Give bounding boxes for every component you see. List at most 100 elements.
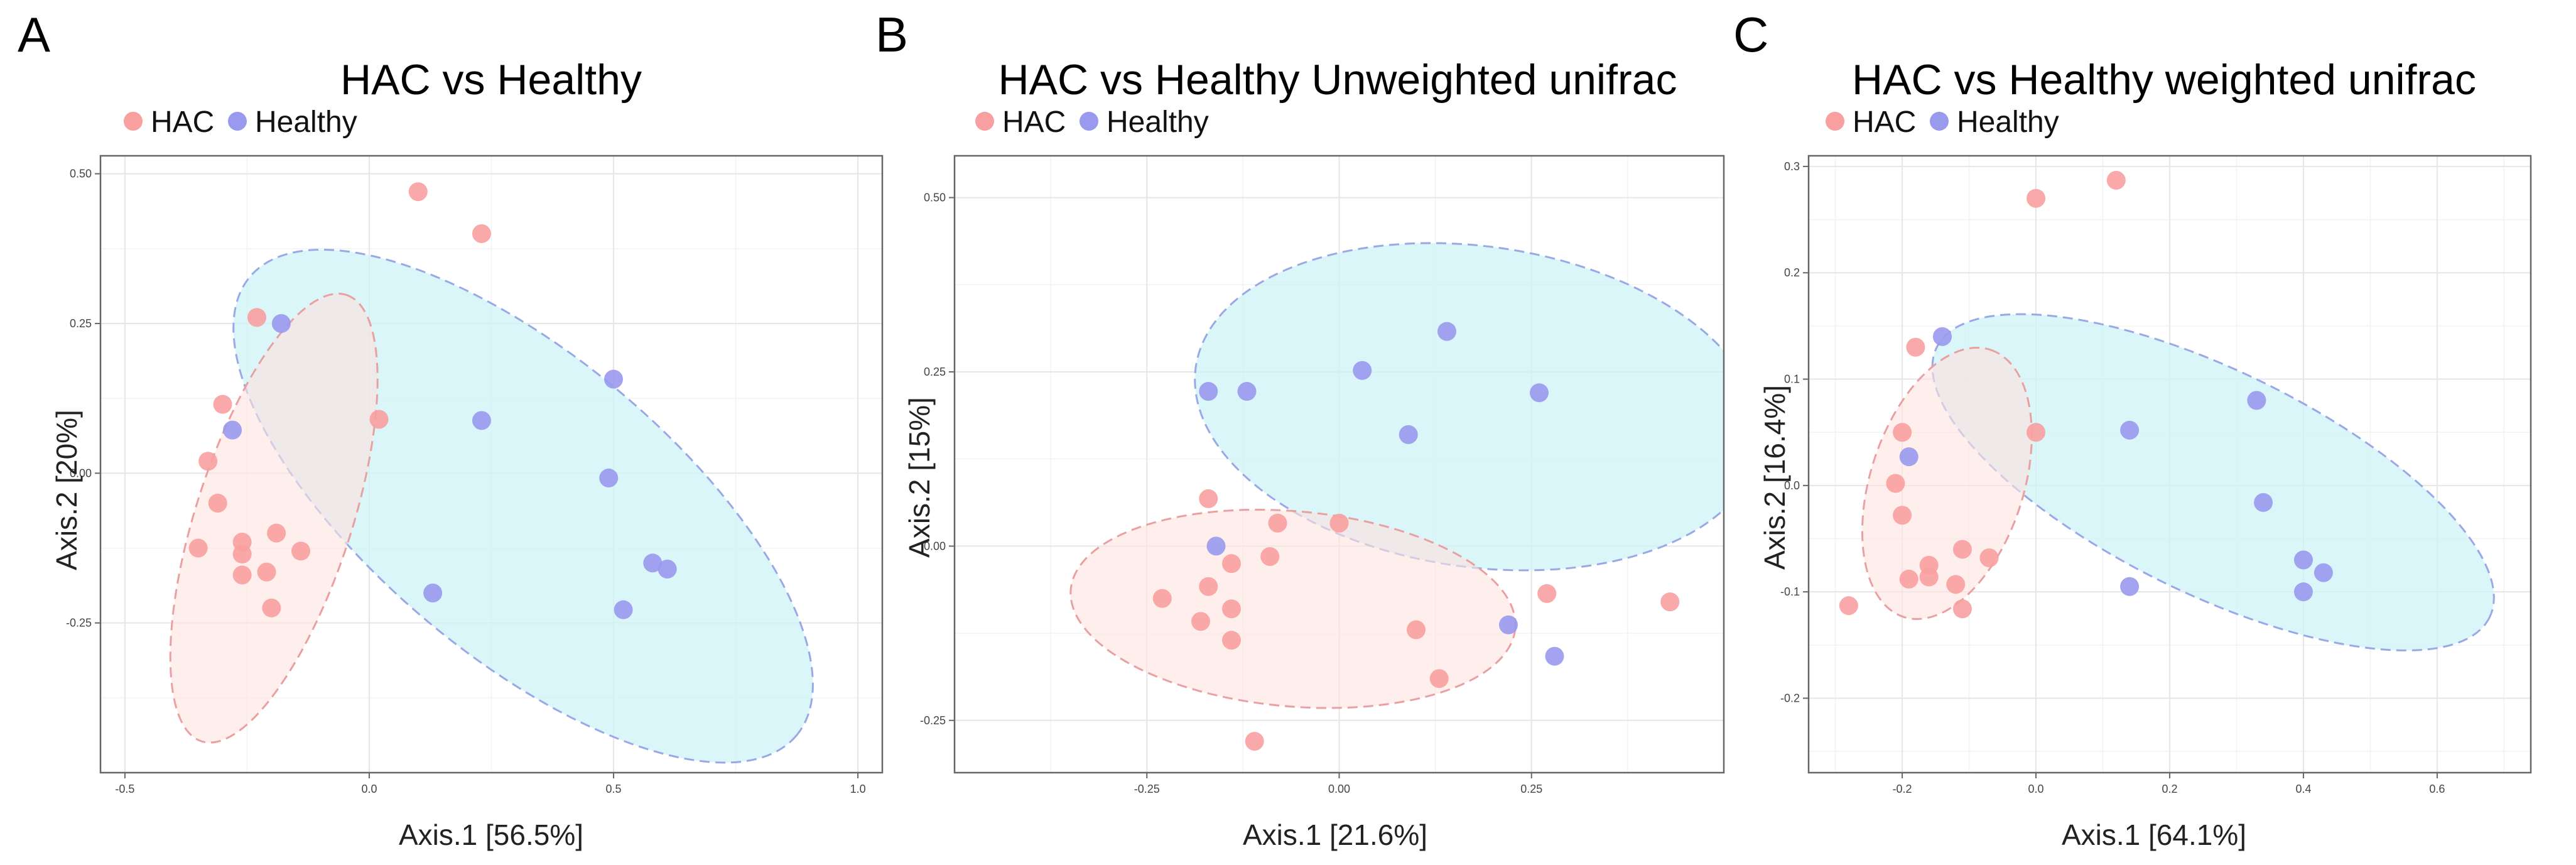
y-tick-label: 0.25 bbox=[924, 366, 946, 378]
x-tick-label: 0.00 bbox=[1328, 783, 1350, 795]
point-healthy bbox=[2120, 577, 2140, 596]
ellipses bbox=[169, 249, 814, 764]
point-hac bbox=[1537, 584, 1557, 603]
y-tick-label: -0.25 bbox=[66, 617, 92, 629]
point-hac bbox=[1660, 592, 1680, 612]
legend-label-healthy: Healthy bbox=[1107, 106, 1209, 139]
point-hac bbox=[1407, 620, 1426, 639]
chart-title: HAC vs Healthy Unweighted unifrac bbox=[998, 56, 1677, 104]
legend-label-healthy: Healthy bbox=[255, 106, 357, 139]
point-hac bbox=[2027, 423, 2046, 442]
point-healthy bbox=[614, 600, 633, 619]
panel-letter: C bbox=[1733, 7, 1768, 62]
plot-area: -0.2 0.0 0.2 0.4 0.6 -0.2 -0.1 0.0 0.1 0.2 0.3 bbox=[1780, 155, 2532, 795]
plot-area: -0.25 0.00 0.25 -0.25 0.00 0.25 0.50 bbox=[920, 155, 1725, 795]
point-hac bbox=[1260, 547, 1280, 567]
chart-title: HAC vs Healthy weighted unifrac bbox=[1852, 56, 2476, 104]
point-healthy bbox=[1545, 646, 1564, 666]
point-hac bbox=[1946, 575, 1966, 594]
point-healthy bbox=[1237, 382, 1257, 401]
x-tick-label: -0.2 bbox=[1893, 783, 1912, 795]
legend-marker-hac bbox=[975, 112, 994, 131]
x-tick-label: 0.4 bbox=[2295, 783, 2311, 795]
panel-letter: A bbox=[18, 7, 50, 62]
point-hac bbox=[1919, 567, 1939, 587]
point-hac bbox=[198, 452, 218, 471]
ellipses bbox=[1069, 242, 1724, 709]
panel-letter: B bbox=[875, 7, 908, 62]
point-hac bbox=[1199, 577, 1218, 596]
x-tick-label: 1.0 bbox=[850, 783, 866, 795]
legend-marker-hac bbox=[1826, 112, 1844, 131]
ellipse-healthy bbox=[1931, 313, 2495, 651]
point-healthy bbox=[1530, 383, 1549, 403]
point-healthy bbox=[1499, 615, 1518, 634]
legend-label-healthy: Healthy bbox=[1957, 106, 2059, 139]
point-hac bbox=[1952, 540, 1972, 559]
y-tick-label: 0.0 bbox=[1784, 479, 1800, 492]
legend-marker-healthy bbox=[228, 112, 247, 131]
y-tick-label: 0.50 bbox=[70, 168, 92, 180]
point-hac bbox=[188, 538, 208, 558]
point-healthy bbox=[1199, 382, 1218, 401]
point-hac bbox=[208, 493, 227, 513]
point-hac bbox=[1222, 554, 1241, 574]
chart-title: HAC vs Healthy bbox=[340, 56, 642, 104]
legend-marker-hac bbox=[124, 112, 143, 131]
y-axis-title: Axis.2 [16.4%] bbox=[1758, 385, 1791, 570]
points bbox=[188, 182, 677, 619]
ellipse-hac bbox=[169, 293, 379, 744]
point-hac bbox=[1222, 631, 1241, 650]
point-hac bbox=[267, 523, 286, 543]
point-healthy bbox=[2314, 563, 2333, 582]
point-hac bbox=[1329, 513, 1349, 533]
y-tick-label: 0.00 bbox=[70, 467, 92, 479]
y-tick-label: -0.2 bbox=[1780, 692, 1800, 704]
panel-a: A HAC vs Healthy HAC Healthy -0.5 0.0 0.5 1… bbox=[18, 7, 884, 851]
point-hac bbox=[1952, 599, 1972, 619]
y-tick-label: 0.25 bbox=[70, 317, 92, 330]
x-tick-label: 0.5 bbox=[606, 783, 622, 795]
point-hac bbox=[2027, 188, 2046, 208]
ellipse-healthy bbox=[1194, 242, 1724, 572]
x-tick-label: 0.25 bbox=[1520, 783, 1542, 795]
point-healthy bbox=[472, 411, 491, 430]
point-hac bbox=[1899, 569, 1918, 589]
point-hac bbox=[1222, 599, 1241, 619]
point-healthy bbox=[223, 420, 242, 440]
point-healthy bbox=[423, 583, 443, 602]
point-hac bbox=[2106, 170, 2126, 190]
plot-border bbox=[99, 155, 884, 774]
x-tick-label: -0.25 bbox=[1134, 783, 1160, 795]
point-healthy bbox=[2120, 420, 2140, 440]
point-hac bbox=[1893, 423, 1912, 442]
legend-label-hac: HAC bbox=[1853, 106, 1916, 139]
legend-label-hac: HAC bbox=[151, 106, 214, 139]
ellipse-healthy bbox=[232, 249, 814, 764]
y-tick-label: 0.3 bbox=[1784, 160, 1800, 173]
point-healthy bbox=[271, 313, 291, 333]
legend-marker-healthy bbox=[1080, 112, 1098, 131]
x-axis-title: Axis.1 [21.6%] bbox=[1243, 819, 1427, 851]
point-hac bbox=[247, 308, 266, 327]
legend-label-hac: HAC bbox=[1002, 106, 1066, 139]
x-tick-label: 0.0 bbox=[361, 783, 377, 795]
y-tick-label: -0.25 bbox=[920, 714, 946, 727]
point-hac bbox=[408, 182, 428, 202]
x-tick-label: 0.2 bbox=[2162, 783, 2177, 795]
point-healthy bbox=[2293, 582, 2313, 602]
point-hac bbox=[262, 598, 281, 617]
legend: HAC Healthy bbox=[1826, 106, 2059, 139]
points bbox=[1152, 322, 1680, 751]
panel-b: B HAC vs Healthy Unweighted unifrac HAC … bbox=[875, 7, 1725, 851]
x-tick-label: 0.0 bbox=[2028, 783, 2044, 795]
y-tick-label: -0.1 bbox=[1780, 585, 1800, 598]
point-hac bbox=[1886, 474, 1905, 493]
point-healthy bbox=[643, 553, 663, 573]
y-axis-title: Axis.2 [20%] bbox=[50, 410, 83, 570]
y-tick-label: 0.00 bbox=[924, 540, 946, 552]
panel-c: C HAC vs Healthy weighted unifrac HAC He… bbox=[1733, 7, 2532, 851]
point-healthy bbox=[599, 468, 619, 487]
point-healthy bbox=[2247, 391, 2266, 410]
point-hac bbox=[1152, 589, 1172, 608]
